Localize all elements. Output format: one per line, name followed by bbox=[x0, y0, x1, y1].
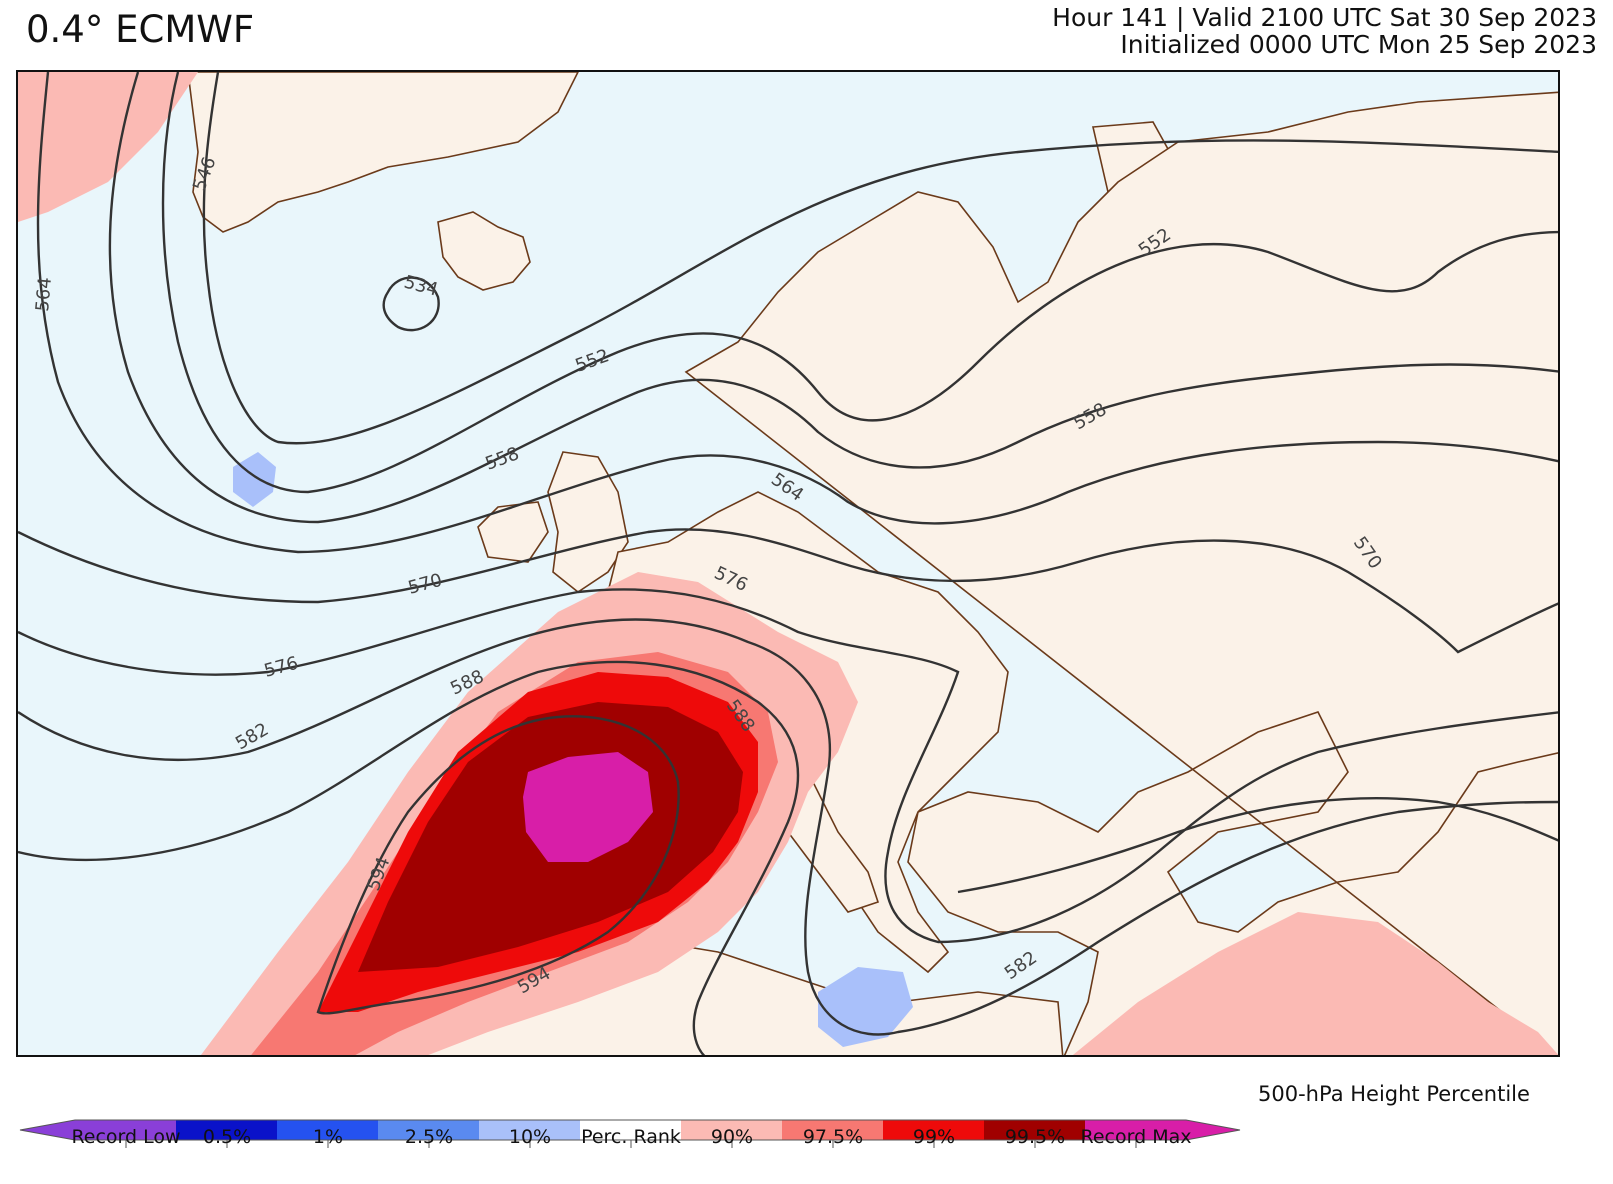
colorbar-low-arrow bbox=[20, 1120, 75, 1140]
shade-10-low-med bbox=[818, 967, 913, 1047]
colorbar-title: 500-hPa Height Percentile bbox=[1258, 1082, 1530, 1106]
contour-label: 564 bbox=[32, 276, 56, 312]
height-contours bbox=[18, 72, 1558, 1055]
shade-90-east bbox=[1072, 912, 1558, 1055]
colorbar-bin bbox=[378, 1120, 479, 1140]
init-time: Initialized 0000 UTC Mon 25 Sep 2023 bbox=[1120, 30, 1597, 59]
land-greenland bbox=[187, 72, 579, 233]
land-iceland bbox=[437, 211, 531, 291]
contour-552 bbox=[161, 72, 1558, 494]
colorbar-tick-label: 0.5% bbox=[202, 1126, 252, 1148]
colorbar-bin bbox=[984, 1120, 1085, 1140]
map-title: 0.4° ECMWF bbox=[26, 8, 255, 51]
colorbar-tick-label: Record Max bbox=[1080, 1126, 1192, 1148]
percentile-shading bbox=[18, 72, 1558, 1055]
contour-564 bbox=[36, 72, 1558, 554]
colorbar-bin bbox=[1085, 1120, 1186, 1140]
colorbar-bin bbox=[277, 1120, 378, 1140]
land-britain bbox=[547, 451, 629, 593]
contour-582 bbox=[18, 618, 1558, 1036]
colorbar-tick-label: Record Low bbox=[71, 1126, 181, 1148]
colorbar-bin bbox=[580, 1120, 681, 1140]
contour-label: 582 bbox=[232, 719, 272, 754]
colorbar-tick-label: 2.5% bbox=[404, 1126, 454, 1148]
colorbar-tick-label: 90% bbox=[710, 1126, 754, 1148]
colorbar bbox=[19, 1119, 1241, 1148]
colorbar-tick-label: 99% bbox=[912, 1126, 956, 1148]
contour-558 bbox=[108, 72, 1558, 524]
colorbar-bin bbox=[782, 1120, 883, 1140]
valid-time: Hour 141 | Valid 2100 UTC Sat 30 Sep 202… bbox=[1052, 3, 1597, 32]
colorbar-outline bbox=[19, 1119, 1241, 1141]
shade-high-nw bbox=[18, 72, 198, 222]
colorbar-tick-label: 99.5% bbox=[1004, 1126, 1066, 1148]
land-ireland bbox=[477, 501, 549, 563]
contour-label: 558 bbox=[483, 443, 522, 474]
colorbar-bin bbox=[681, 1120, 782, 1140]
contour-label: 534 bbox=[402, 272, 441, 301]
contour-label: 582 bbox=[1001, 947, 1041, 984]
colorbar-tick-label: 97.5% bbox=[802, 1126, 864, 1148]
contour-588 bbox=[18, 660, 800, 1055]
colorbar-bin bbox=[75, 1120, 176, 1140]
contour-label: 552 bbox=[573, 345, 612, 376]
colorbar-bin bbox=[479, 1120, 580, 1140]
contour-label: 576 bbox=[262, 653, 301, 682]
land-eurasia bbox=[684, 91, 1558, 1055]
map-panel: 546 564 534 552 558 570 576 582 588 594 … bbox=[16, 70, 1560, 1057]
colorbar-bin bbox=[176, 1120, 277, 1140]
contour-576 bbox=[18, 588, 1558, 944]
map-canvas: 546 564 534 552 558 570 576 582 588 594 … bbox=[18, 72, 1558, 1055]
shade-10-low-atl bbox=[233, 452, 276, 507]
contour-594 bbox=[316, 715, 680, 1015]
contour-570 bbox=[18, 528, 1558, 654]
header-info: Hour 141 | Valid 2100 UTC Sat 30 Sep 202… bbox=[1052, 4, 1597, 58]
colorbar-tick-label: 1% bbox=[312, 1126, 344, 1148]
contour-label: 570 bbox=[406, 570, 445, 599]
contour-534 bbox=[382, 276, 440, 332]
colorbar-high-arrow bbox=[1186, 1120, 1240, 1140]
contour-546 bbox=[202, 72, 1558, 445]
colorbar-bin bbox=[883, 1120, 984, 1140]
shade-record-max bbox=[523, 752, 653, 862]
colorbar-tick-marks bbox=[125, 1140, 1137, 1148]
colorbar-tick-label: Perc. Rank bbox=[581, 1126, 681, 1148]
contour-582-east bbox=[957, 797, 1558, 894]
colorbar-tick-label: 10% bbox=[508, 1126, 552, 1148]
